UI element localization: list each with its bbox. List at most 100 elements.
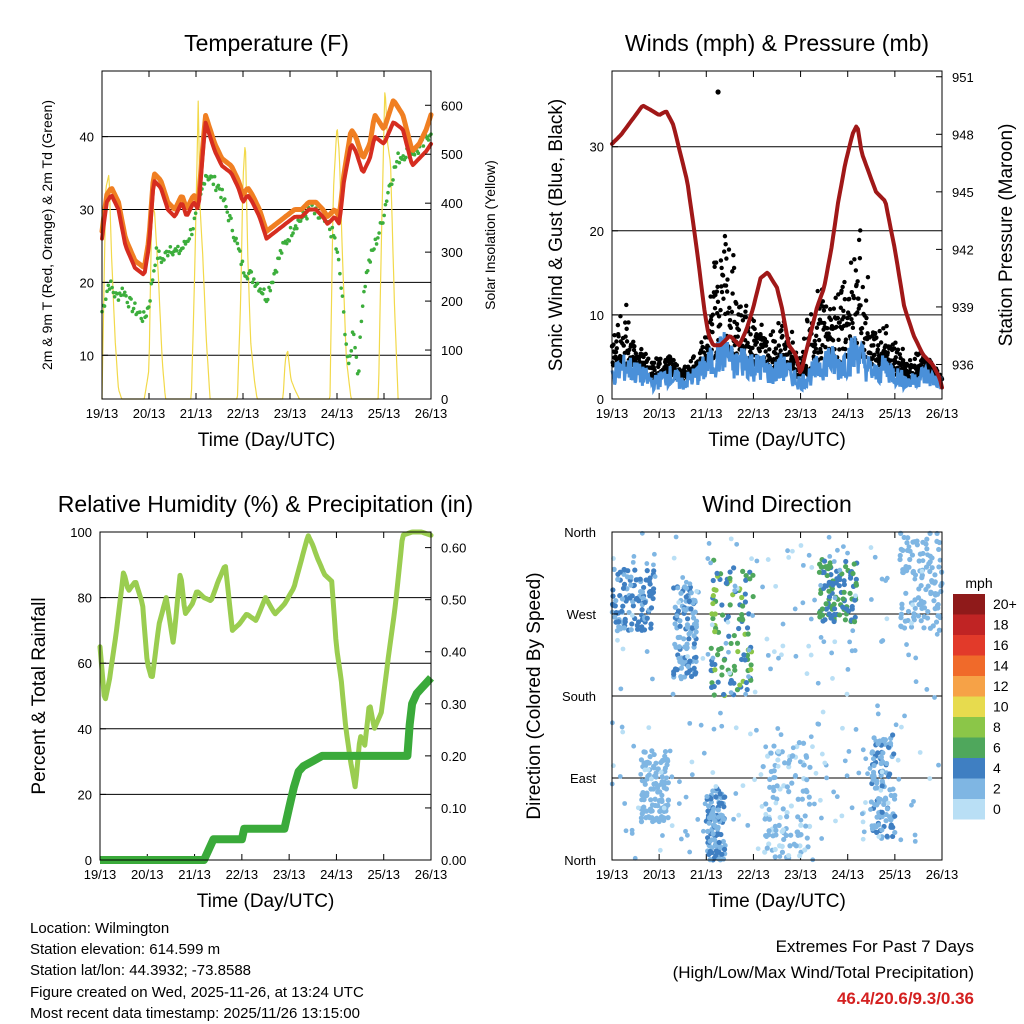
wind-direction-point [745,631,751,637]
dewpoint-point [129,297,133,301]
gust-point [615,322,621,328]
dewpoint-point [330,225,335,230]
gust-point [892,358,898,363]
wind-direction-point [728,690,734,696]
wind-direction-point [634,622,640,629]
wind-direction-point [740,603,746,609]
wind-direction-point [686,636,692,642]
wind-direction-point [638,819,645,825]
gust-point [621,343,626,348]
wind-direction-point [863,756,869,762]
wind-direction-point [764,636,770,642]
y2-tick-label: 0.60 [441,541,466,556]
wind-direction-point [669,823,675,829]
gust-point [730,269,735,274]
wind-direction-point [712,818,718,824]
wind-direction-point [639,589,646,595]
wind-direction-point [785,548,790,554]
gust-point [770,329,776,334]
gust-point [842,279,847,285]
wind-direction-point [705,651,711,657]
wind-direction-point [638,815,644,821]
gust-point [814,325,820,330]
wind-direction-point [716,839,722,846]
dewpoint-point [383,202,388,207]
wind-direction-point [714,826,721,832]
gust-point [893,355,898,360]
wind-direction-point [747,569,753,575]
wind-direction-point [883,760,890,767]
dewpoint-point [245,276,250,281]
wind-direction-point [806,643,812,649]
wind-direction-point [817,614,823,620]
gust-point [897,352,903,357]
wind-direction-point [742,591,748,597]
wind-direction-point [933,619,940,625]
wind-direction-point [823,606,829,612]
dewpoint-point [284,241,289,246]
wind-direction-point [644,568,650,574]
wind-direction-point [736,812,742,818]
wind-direction-point [808,616,814,622]
wind-direction-point [776,655,781,661]
gust-point [734,321,740,327]
wind-direction-point [792,606,798,612]
wind-direction-point [718,710,723,716]
wind-direction-point [649,748,655,754]
dewpoint-point [271,280,275,285]
legend-swatch [953,758,985,779]
gust-point [858,228,863,233]
dewpoint-point [258,287,262,291]
wind-direction-point [665,815,671,821]
dewpoint-point [362,289,366,294]
gust-point [885,350,890,355]
wind-direction-point [925,552,930,558]
dewpoint-point [391,178,395,182]
wind-direction-point [779,849,786,855]
legend-label: 8 [993,719,1001,735]
legend-label: 18 [993,617,1009,633]
wind-direction-point [845,550,850,556]
wind-direction-point [727,670,732,676]
dewpoint-point [138,310,142,314]
gust-point [651,360,657,366]
y2-tick-label: 200 [441,294,463,309]
wind-direction-point [621,581,628,588]
wind-direction-point [691,641,697,647]
wind-direction-point [652,796,658,802]
wind-direction-point [910,602,916,608]
wind-direction-point [819,815,824,821]
wind-direction-point [831,601,837,607]
x-axis-label: Time (Day/UTC) [198,430,336,451]
wind-direction-point [682,607,689,614]
gust-point [812,342,818,347]
dewpoint-point [416,151,421,156]
wind-direction-point [807,764,813,770]
wind-direction-point [657,789,663,795]
wind-direction-point [688,590,694,596]
wind-direction-point [918,618,924,624]
wind-direction-point [931,598,937,604]
dewpoint-point [103,297,108,301]
chart-title: Relative Humidity (%) & Precipitation (i… [58,491,473,517]
gust-point [864,315,869,321]
gust-point [838,305,843,310]
wind-direction-point [678,676,684,682]
wind-direction-point [709,611,715,617]
wind-direction-point [802,813,808,819]
wind-direction-point [710,770,716,775]
wind-direction-point [687,658,693,664]
gust-point [727,305,732,311]
wind-direction-point [830,582,836,588]
dewpoint-point [240,259,245,264]
wind-direction-point [901,534,907,541]
x-tick-label: 25/13 [879,406,912,421]
wind-direction-point [710,600,716,607]
wind-direction-point [727,575,733,581]
dewpoint-point [412,152,417,157]
dewpoint-point [338,271,342,276]
gust-point [743,314,749,320]
wind-direction-point [936,564,942,570]
dewpoint-point [252,277,256,281]
wind-direction-point [743,577,749,583]
